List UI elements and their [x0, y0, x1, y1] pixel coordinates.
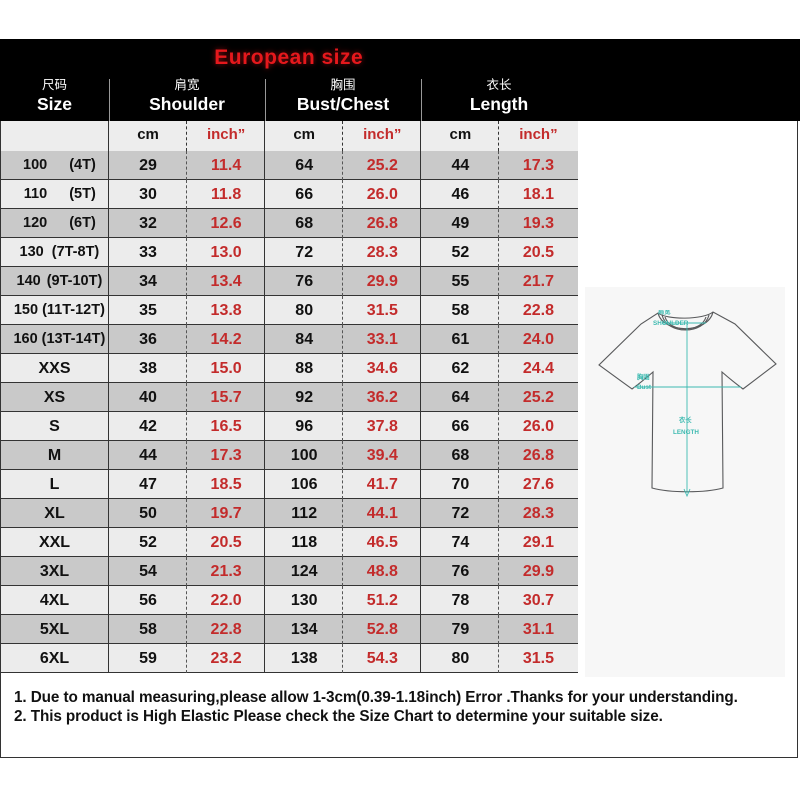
- svg-text:Bust: Bust: [637, 384, 652, 391]
- svg-text:衣长: 衣长: [679, 415, 692, 424]
- svg-text:SHOULDER: SHOULDER: [653, 320, 689, 327]
- svg-text:胸围: 胸围: [637, 372, 650, 381]
- svg-text:肩宽: 肩宽: [657, 310, 671, 316]
- svg-text:LENGTH: LENGTH: [673, 429, 699, 436]
